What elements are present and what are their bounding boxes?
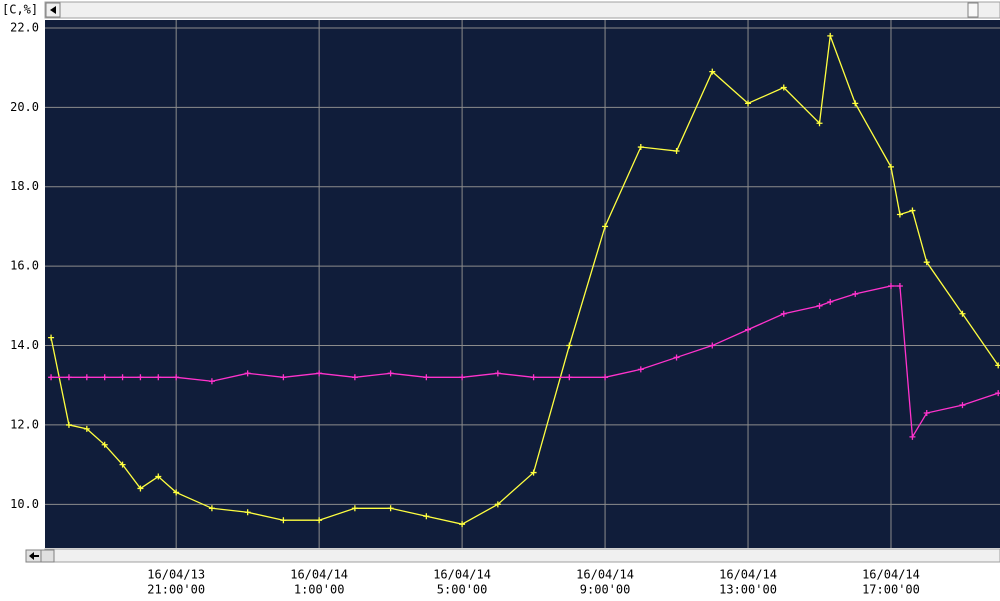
point-marker — [923, 259, 930, 266]
x-tick-label: 16/04/14 — [576, 568, 634, 582]
point-marker — [530, 374, 537, 381]
x-tick-label: 16/04/14 — [862, 568, 920, 582]
point-marker — [530, 469, 537, 476]
y-tick-label: 22.0 — [10, 20, 39, 34]
point-marker — [896, 282, 903, 289]
point-marker — [423, 513, 430, 520]
point-marker — [387, 505, 394, 512]
point-marker — [119, 461, 126, 468]
point-marker — [602, 374, 609, 381]
point-marker — [459, 374, 466, 381]
point-marker — [637, 144, 644, 151]
arrow-icon — [29, 552, 39, 560]
series-line — [51, 285, 999, 439]
point-marker — [494, 501, 501, 508]
point-marker — [887, 163, 894, 170]
point-marker — [280, 517, 287, 524]
plot-layer — [45, 20, 1000, 548]
point-marker — [780, 84, 787, 91]
x-tick-label: 1:00'00 — [294, 583, 345, 597]
point-marker — [637, 366, 644, 373]
y-tick-label: 12.0 — [10, 417, 39, 431]
point-marker — [280, 374, 287, 381]
point-marker — [745, 326, 752, 333]
point-marker — [83, 425, 90, 432]
scrollbar[interactable] — [44, 1, 1000, 19]
point-marker — [959, 310, 966, 317]
point-marker — [827, 298, 834, 305]
point-marker — [780, 310, 787, 317]
point-marker — [65, 421, 72, 428]
y-tick-label: 14.0 — [10, 338, 39, 352]
point-marker — [208, 505, 215, 512]
x-tick-label: 16/04/14 — [719, 568, 777, 582]
point-marker — [887, 282, 894, 289]
point-marker — [173, 374, 180, 381]
point-marker — [852, 100, 859, 107]
point-marker — [208, 378, 215, 385]
x-tick-label: 21:00'00 — [147, 583, 205, 597]
a-button[interactable] — [40, 549, 55, 563]
point-marker — [351, 374, 358, 381]
point-marker — [101, 441, 108, 448]
point-marker — [244, 509, 251, 516]
point-marker — [316, 370, 323, 377]
series-line — [50, 35, 999, 525]
point-marker — [137, 485, 144, 492]
y-tick-label: 18.0 — [10, 179, 39, 193]
point-marker — [709, 68, 716, 75]
x-tick-label: 5:00'00 — [437, 583, 488, 597]
point-marker — [316, 517, 323, 524]
point-marker — [119, 374, 126, 381]
point-marker — [745, 100, 752, 107]
y-tick-label: 10.0 — [10, 497, 39, 511]
point-marker — [387, 370, 394, 377]
x-tick-label: 17:00'00 — [862, 583, 920, 597]
point-marker — [673, 354, 680, 361]
point-marker — [423, 374, 430, 381]
point-marker — [896, 211, 903, 218]
point-marker — [155, 473, 162, 480]
point-marker — [709, 342, 716, 349]
point-marker — [83, 374, 90, 381]
x-tick-label: 16/04/14 — [290, 568, 348, 582]
point-marker — [173, 489, 180, 496]
point-marker — [816, 120, 823, 127]
point-marker — [995, 362, 1000, 369]
point-marker — [909, 207, 916, 214]
point-marker — [48, 334, 55, 341]
point-marker — [48, 374, 55, 381]
point-marker — [137, 374, 144, 381]
point-marker — [566, 374, 573, 381]
point-marker — [923, 410, 930, 417]
point-marker — [351, 505, 358, 512]
plot-area — [45, 20, 1000, 548]
point-marker — [816, 302, 823, 309]
point-marker — [827, 32, 834, 39]
x-tick-label: 16/04/14 — [433, 568, 491, 582]
point-marker — [494, 370, 501, 377]
y-tick-label: 16.0 — [10, 259, 39, 273]
point-marker — [995, 390, 1000, 397]
point-marker — [673, 148, 680, 155]
x-tick-label: 16/04/13 — [147, 568, 205, 582]
y-tick-label: 20.0 — [10, 100, 39, 114]
point-marker — [959, 402, 966, 409]
point-marker — [852, 290, 859, 297]
point-marker — [909, 433, 916, 440]
bottom-bar — [44, 548, 1000, 563]
y-axis-label: [C,%] — [2, 3, 38, 17]
x-tick-label: 9:00'00 — [580, 583, 631, 597]
point-marker — [459, 521, 466, 528]
point-marker — [101, 374, 108, 381]
arrow-icon — [50, 6, 56, 14]
point-marker — [602, 223, 609, 230]
point-marker — [65, 374, 72, 381]
x-tick-label: 13:00'00 — [719, 583, 777, 597]
point-marker — [566, 342, 573, 349]
point-marker — [155, 374, 162, 381]
point-marker — [244, 370, 251, 377]
scroll-thumb[interactable] — [967, 2, 979, 18]
